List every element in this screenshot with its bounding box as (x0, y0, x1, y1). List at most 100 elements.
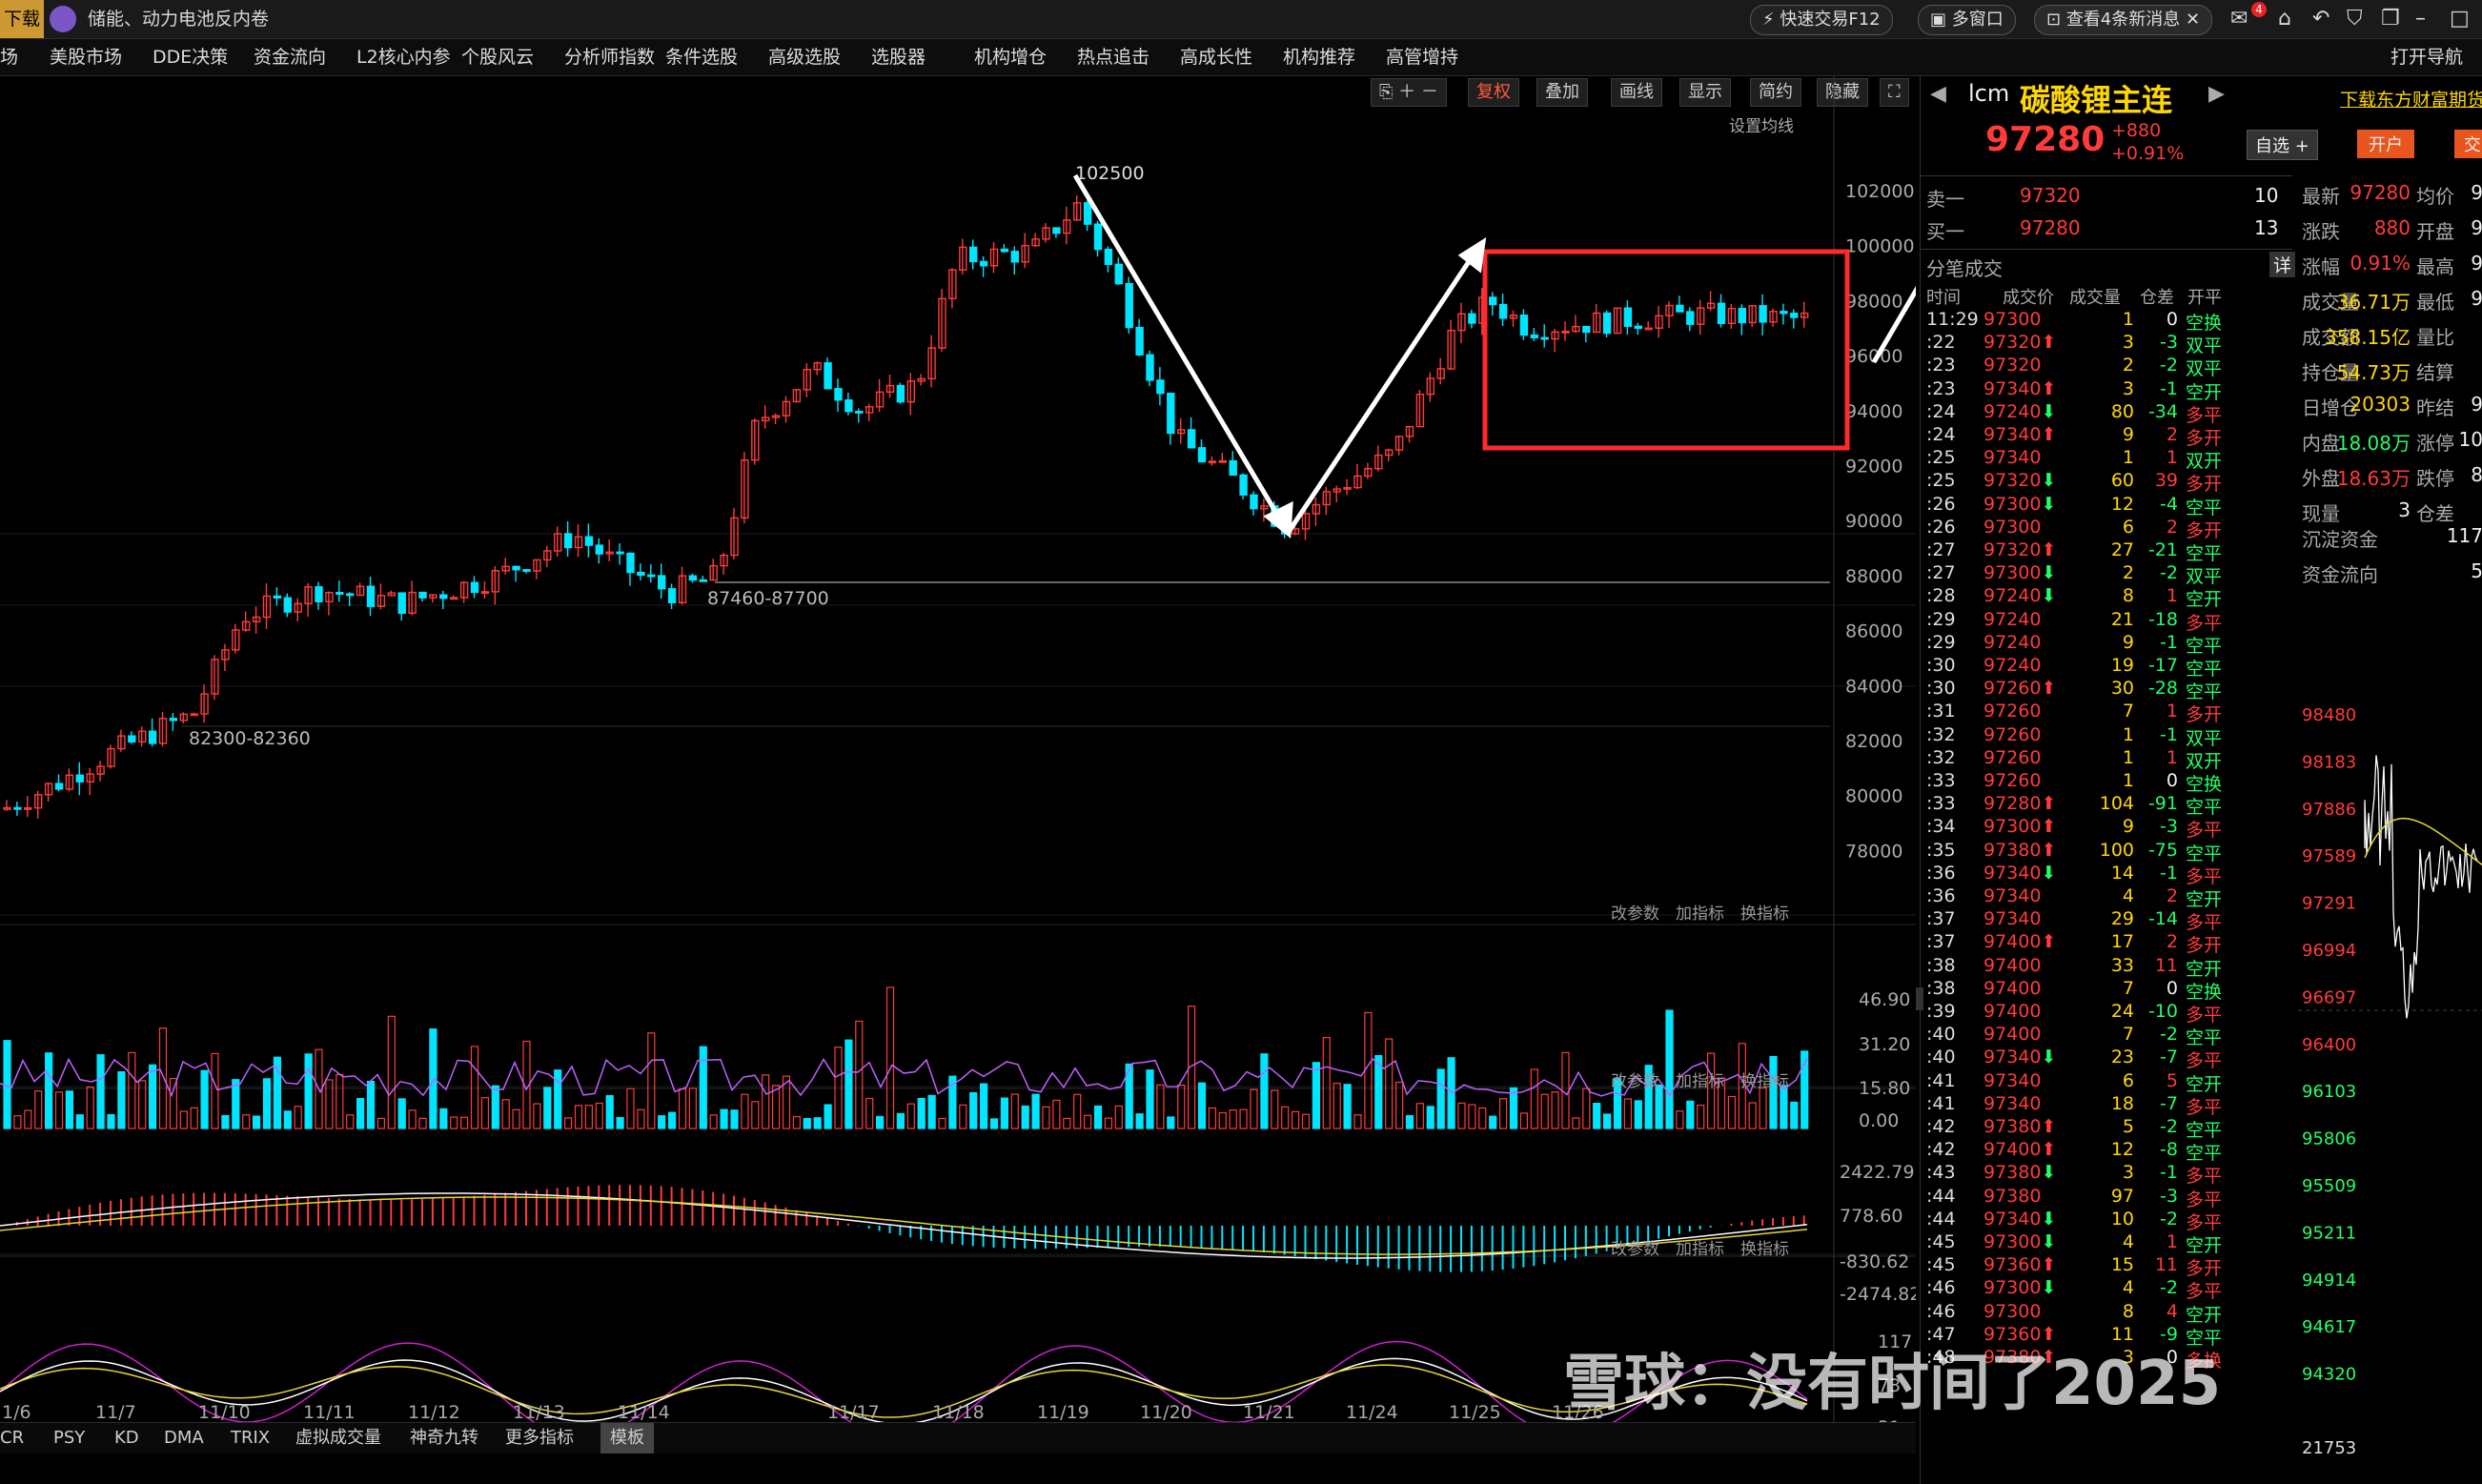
menu-item[interactable]: 资金流向 (254, 47, 327, 68)
tab-cr[interactable]: CR (0, 1428, 25, 1448)
switch-indicator-button[interactable]: 换指标 (1740, 1072, 1789, 1091)
chart-tool-icons[interactable]: ⎘ ＋ － (1371, 78, 1447, 107)
fullscreen-icon[interactable]: ⛶ (1880, 78, 1909, 107)
trade-time: :30 (1926, 655, 1956, 676)
menu-item[interactable]: 场 (0, 47, 19, 68)
trades-detail-button[interactable]: 详 (2269, 252, 2296, 277)
candle-body (1364, 468, 1373, 478)
trade-button[interactable]: 交 (2454, 130, 2482, 158)
candle-body (3, 806, 11, 810)
trade-row: :22 97320⬆ 3 -3 双平 (1924, 332, 2292, 356)
trade-volume: 6 (2122, 1069, 2134, 1091)
tab-kd[interactable]: KD (114, 1428, 139, 1448)
volume-bar (543, 1087, 552, 1129)
param-change-button[interactable]: 改参数 (1611, 905, 1659, 924)
download-button[interactable]: 下载 (0, 0, 45, 38)
add-indicator-button[interactable]: 加指标 (1676, 905, 1724, 924)
restore-right-button[interactable]: 复权 (1468, 78, 1519, 107)
add-indicator-button[interactable]: 加指标 (1676, 1072, 1724, 1091)
col-time: 时间 (1926, 288, 1961, 308)
volume-axis-label: 46.90 (1859, 989, 1910, 1010)
candle-body (688, 575, 698, 581)
open-nav-button[interactable]: 打开导航 (2390, 47, 2464, 68)
tab-psy[interactable]: PSY (53, 1428, 86, 1448)
switch-indicator-button[interactable]: 换指标 (1740, 1240, 1789, 1259)
trade-price: 97300 (1984, 309, 2042, 330)
panel-splitter[interactable] (1916, 987, 1923, 1010)
menu-item[interactable]: 机构增仓 (974, 47, 1048, 68)
menu-item[interactable]: 高管增持 (1386, 47, 1459, 68)
restore-icon[interactable]: ❐ (2381, 7, 2400, 30)
tab-trix[interactable]: TRIX (231, 1428, 271, 1448)
open-account-button[interactable]: 开户 (2357, 130, 2414, 158)
volume-bar (1197, 1082, 1207, 1129)
trade-price: 97380⬆ (1984, 1116, 2057, 1137)
trade-type: 空开 (2186, 1304, 2223, 1326)
tab-template[interactable]: 模板 (600, 1423, 654, 1454)
download-link[interactable]: 下载东方财富期货 (2340, 90, 2482, 111)
candle-body (294, 602, 302, 613)
tab-virtual-volume[interactable]: 虚拟成交量 (295, 1428, 381, 1448)
overlay-button[interactable]: 叠加 (1536, 78, 1588, 107)
menu-item[interactable]: DDE决策 (153, 47, 229, 68)
menu-item[interactable]: 个股风云 (461, 47, 535, 68)
col-oi-change: 仓差 (2140, 288, 2174, 308)
home-icon[interactable]: ⌂ (2278, 7, 2291, 30)
trade-price: 97260 (1984, 746, 2042, 768)
candle-body (1405, 425, 1414, 437)
volume-bar (1644, 1065, 1653, 1129)
draw-line-button[interactable]: 画线 (1611, 78, 1662, 107)
trade-type: 多平 (2186, 612, 2223, 634)
add-indicator-button[interactable]: 加指标 (1676, 1240, 1724, 1259)
volume-bar (1042, 1106, 1050, 1129)
volume-ma-line (0, 1057, 1808, 1098)
menu-item[interactable]: 机构推荐 (1283, 47, 1356, 68)
quick-trade-button[interactable]: ⚡ 快速交易F12 (1750, 5, 1893, 35)
watchlist-button[interactable]: 自选 + (2247, 130, 2318, 160)
mail-icon[interactable]: ✉ (2230, 7, 2248, 30)
trade-oi: -21 (2147, 539, 2178, 560)
stat-value: 3 (2398, 498, 2411, 521)
param-change-button[interactable]: 改参数 (1611, 1240, 1659, 1259)
menu-item[interactable]: 分析师指数 (564, 47, 656, 68)
trade-volume: 1 (2122, 746, 2134, 768)
menu-item[interactable]: 条件选股 (665, 47, 739, 68)
stat-key: 成交量 (2302, 291, 2359, 314)
next-contract-icon[interactable]: ▶ (2208, 82, 2225, 106)
tab-magic-nine[interactable]: 神奇九转 (410, 1428, 478, 1448)
menu-item[interactable]: 选股器 (871, 47, 926, 68)
news-headline[interactable]: 储能、动力电池反内卷 (88, 9, 270, 30)
display-button[interactable]: 显示 (1679, 78, 1731, 107)
menu-item[interactable]: 美股市场 (50, 47, 123, 68)
maximize-icon[interactable]: □ (2450, 7, 2470, 30)
menu-item[interactable]: L2核心内参 (356, 47, 451, 68)
intraday-mini-chart[interactable]: 98480 98183 97886 97589 97291 96994 96697 96400… (2298, 610, 2482, 1484)
menu-item[interactable]: 高级选股 (768, 47, 842, 68)
trade-time: :46 (1926, 1277, 1956, 1299)
prev-contract-icon[interactable]: ◀ (1930, 82, 1946, 106)
switch-indicator-button[interactable]: 换指标 (1740, 905, 1789, 924)
kline-chart[interactable]: 102000 100000 98000 96000 94000 92000 90000 880… (0, 76, 1916, 1449)
candle-body (1748, 305, 1757, 324)
tab-dma[interactable]: DMA (164, 1428, 204, 1448)
stats-block: 最新 97280 均价 9 涨跌 880 开盘 9 涨幅 0.91% 最高 9 成交量 36.71万 最低 9… (2298, 175, 2482, 525)
trades-list[interactable]: 11:29 97300 1 0 空换:22 97320⬆ 3 -3 双平:23 97320 2 -2 双… (1921, 309, 2292, 1484)
minimize-icon[interactable]: – (2415, 7, 2426, 30)
back-icon[interactable]: ↶ (2312, 7, 2330, 30)
volume-bar (595, 1102, 603, 1129)
ma-setting-button[interactable]: 设置均线 (1729, 117, 1794, 136)
trade-row: :42 97380⬆ 5 -2 空平 (1924, 1116, 2292, 1141)
candle-body (803, 368, 811, 391)
messages-button[interactable]: ⊡ 查看4条新消息 ✕ (2034, 5, 2213, 35)
tab-more[interactable]: 更多指标 (505, 1428, 574, 1448)
menu-item[interactable]: 热点追击 (1077, 47, 1150, 68)
multi-window-button[interactable]: ▣ 多窗口 (1918, 5, 2016, 35)
volume-bar (1374, 1054, 1383, 1129)
trade-type: 多开 (2186, 1258, 2223, 1280)
menu-item[interactable]: 高成长性 (1180, 47, 1253, 68)
trade-type: 空开 (2186, 1073, 2223, 1095)
param-change-button[interactable]: 改参数 (1611, 1072, 1659, 1091)
simple-mode-button[interactable]: 简约 (1750, 78, 1801, 107)
shirt-icon[interactable]: ⛉ (2347, 7, 2363, 30)
volume-bar (948, 1075, 957, 1129)
